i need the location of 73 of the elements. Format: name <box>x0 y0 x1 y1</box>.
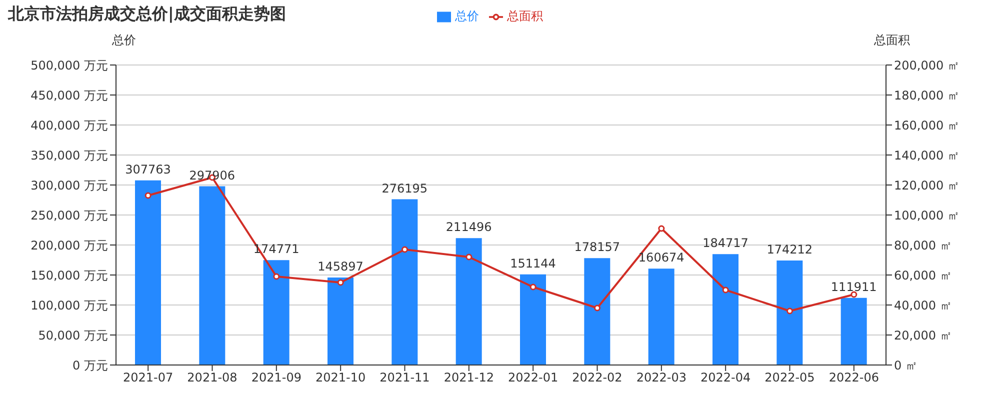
y2-tick-label: 160,000 ㎡ <box>894 118 960 132</box>
x-tick-label: 2021-10 <box>316 370 366 385</box>
point <box>402 246 408 253</box>
y-tick-label: 200,000 万元 <box>30 238 108 252</box>
point <box>466 254 472 260</box>
x-tick-label: 2021-11 <box>380 370 430 385</box>
bar <box>328 277 354 365</box>
y2-tick-label: 140,000 ㎡ <box>894 148 960 162</box>
legend-label: 总面积 <box>507 9 543 23</box>
y-axis-title: 总价 <box>112 32 136 49</box>
data-label: 174212 <box>766 242 813 256</box>
data-label: 178157 <box>574 240 620 254</box>
y-tick-label: 350,000 万元 <box>30 148 108 162</box>
data-label: 151144 <box>510 256 556 270</box>
bar <box>456 238 482 365</box>
bar <box>584 258 610 365</box>
point <box>594 304 600 312</box>
data-label: 184717 <box>702 236 748 250</box>
x-tick-label: 2022-03 <box>636 370 686 385</box>
data-label: 307763 <box>125 162 171 176</box>
x-tick-label: 2022-05 <box>764 370 815 385</box>
bar <box>520 274 546 365</box>
point <box>722 286 729 294</box>
y2-tick-label: 60,000 ㎡ <box>894 268 952 282</box>
data-label: 160674 <box>638 250 684 265</box>
legend-label: 总价 <box>455 9 479 23</box>
y-tick-label: 250,000 万元 <box>30 208 108 222</box>
data-label: 276195 <box>382 181 428 196</box>
point <box>850 291 858 298</box>
y-tick-label: 150,000 万元 <box>30 268 108 282</box>
bar <box>392 199 418 365</box>
y-tick-label: 0 万元 <box>72 358 108 372</box>
point <box>337 279 344 286</box>
y-tick-label: 500,000 万元 <box>30 58 108 72</box>
x-tick-label: 2022-04 <box>700 370 751 385</box>
bar <box>263 260 290 365</box>
y2-tick-label: 180,000 ㎡ <box>894 88 960 102</box>
chart-title: 北京市法拍房成交总价|成交面积走势图 <box>8 4 286 25</box>
y2-tick-label: 0 ㎡ <box>894 358 918 372</box>
point <box>144 192 152 199</box>
y-tick-label: 400,000 万元 <box>30 118 108 132</box>
x-tick-label: 2021-07 <box>123 370 174 385</box>
data-label: 145897 <box>318 259 364 274</box>
y-tick-label: 300,000 万元 <box>30 178 108 192</box>
y-tick-label: 450,000 万元 <box>30 88 108 102</box>
x-tick-label: 2022-02 <box>572 370 622 385</box>
data-label: 211496 <box>446 220 492 234</box>
data-label: 111911 <box>830 280 877 294</box>
x-tick-label: 2021-08 <box>187 370 238 385</box>
point <box>273 273 280 280</box>
y2-tick-label: 120,000 ㎡ <box>894 178 960 192</box>
y2-tick-label: 200,000 ㎡ <box>894 58 960 72</box>
bar <box>712 254 738 365</box>
bar <box>135 180 161 365</box>
point <box>786 308 793 314</box>
bar <box>840 298 867 365</box>
x-tick-label: 2021-09 <box>251 370 302 385</box>
y-tick-label: 100,000 万元 <box>30 298 108 312</box>
bar <box>199 186 226 365</box>
y2-tick-label: 80,000 ㎡ <box>894 238 952 252</box>
bar <box>776 260 803 365</box>
x-tick-label: 2022-06 <box>828 370 879 385</box>
point <box>530 284 536 290</box>
x-tick-label: 2022-01 <box>508 370 558 385</box>
y-tick-label: 50,000 万元 <box>38 328 108 342</box>
y2-axis-title: 总面积 <box>874 32 910 49</box>
y2-tick-label: 100,000 ㎡ <box>894 208 960 222</box>
y2-tick-label: 20,000 ㎡ <box>894 328 952 342</box>
data-label: 297906 <box>189 168 236 182</box>
y2-tick-label: 40,000 ㎡ <box>894 298 952 312</box>
x-tick-label: 2021-12 <box>444 370 494 385</box>
point <box>658 225 665 232</box>
bar <box>648 268 674 365</box>
